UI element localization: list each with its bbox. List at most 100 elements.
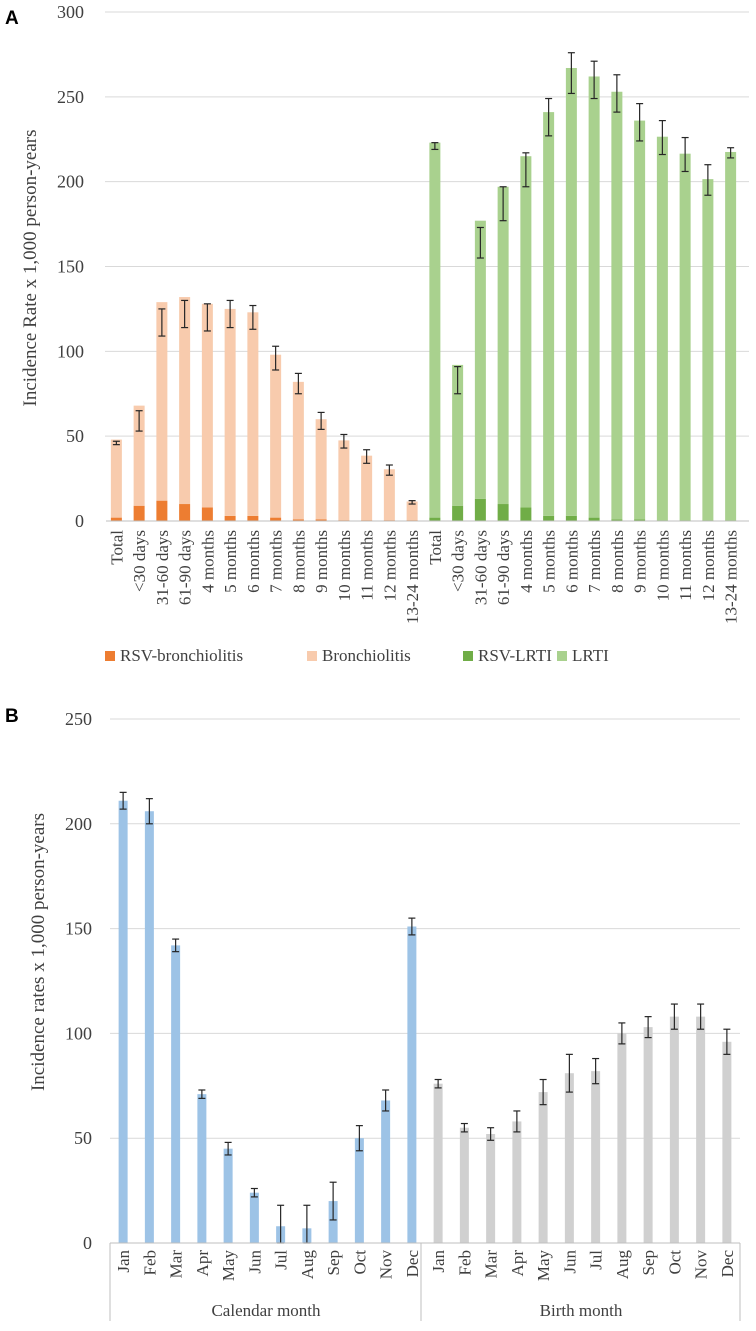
bar-lrti-61-90-days [497, 186, 509, 505]
panel-b-group-label-birth-month: Birth month [540, 1301, 623, 1320]
error-bar-calendar-month-jun [250, 1187, 258, 1198]
bar-birth-month-sep [643, 1027, 653, 1243]
panel-b-x-tick-label: Oct [665, 1250, 684, 1275]
panel-b-x-tick-label: Dec [403, 1250, 422, 1278]
panel-a-x-tick-labels: Total <30 days 31-60 days 61-90 days 4 month… [107, 530, 740, 624]
panel-a-x-tick-label: 10 months [653, 530, 672, 601]
panel-a-legend: RSV-bronchiolitis Bronchiolitis RSV-LRTI… [105, 646, 609, 665]
panel-b-x-tick-label: Jun [245, 1250, 264, 1274]
panel-a-x-tick-label: 4 months [198, 530, 217, 593]
bar-calendar-month-feb [144, 811, 154, 1243]
bar-rsv-lrti-8-months [611, 519, 623, 521]
bar-bronchiolitis-61-90-days [179, 297, 191, 505]
panel-a-x-tick-label: 4 months [517, 530, 536, 593]
bar-birth-month-jan [433, 1083, 443, 1243]
panel-a-x-tick-label: 7 months [585, 530, 604, 593]
panel-a-x-tick-label: 9 months [631, 530, 650, 593]
panel-a-x-tick-label: 8 months [289, 530, 308, 593]
bar-lrti-5-months [543, 112, 555, 516]
bar-birth-month-feb [459, 1127, 469, 1243]
bar-bronchiolitis-total [110, 439, 122, 518]
bar-birth-month-nov [696, 1016, 706, 1243]
bar-lrti-total [429, 142, 441, 518]
legend-swatch-rsv-lrti [463, 651, 473, 661]
bar-calendar-month-sep [328, 1201, 338, 1243]
bar-bronchiolitis-6-months [247, 312, 259, 516]
bar-rsv-lrti-total [429, 517, 441, 521]
error-bar-bronchiolitis-5-months [226, 299, 234, 329]
panel-a-bars [110, 67, 737, 521]
error-bar-calendar-month-jan [119, 791, 127, 810]
bar-bronchiolitis-10-months [338, 440, 350, 521]
panel-b-x-tick-label: Jun [560, 1250, 579, 1274]
error-bar-birth-month-jun [565, 1053, 573, 1093]
panel-a-x-tick-label: 5 months [221, 530, 240, 593]
error-bar-birth-month-apr [513, 1110, 521, 1133]
error-bar-birth-month-nov [697, 1003, 705, 1030]
bar-rsv-lrti-4-months [520, 507, 532, 521]
panel-b-x-tick-label: Feb [455, 1250, 474, 1276]
panel-b-x-tick-label: Mar [482, 1250, 501, 1279]
bar-rsv-bronchiolitis-61-90-days [179, 504, 191, 521]
bar-bronchiolitis-30-days [133, 405, 145, 506]
error-bar-lrti-30-days [454, 366, 462, 395]
bar-birth-month-oct [669, 1016, 679, 1243]
bar-calendar-month-mar [171, 945, 181, 1243]
error-bar-birth-month-feb [460, 1122, 468, 1133]
error-bar-bronchiolitis-31-60-days [158, 308, 166, 337]
panel-a-x-tick-label: 11 months [358, 530, 377, 601]
panel-a-y-tick-label: 100 [57, 341, 84, 361]
panel-b-x-tick-labels: Jan Feb Mar Apr May Jun Jul Aug Sep Oct Nov Dec Jan F… [114, 1250, 737, 1282]
bar-rsv-bronchiolitis-8-months [292, 519, 304, 521]
error-bar-lrti-8-months [613, 74, 621, 113]
bar-bronchiolitis-5-months [224, 308, 236, 516]
error-bar-bronchiolitis-13-24-months [408, 500, 416, 505]
panel-b-y-ticks: 0 50 100 150 200 250 [65, 709, 92, 1253]
panel-a-x-tick-label: Total [426, 530, 445, 565]
error-bar-calendar-month-feb [145, 798, 153, 825]
legend-swatch-lrti [557, 651, 567, 661]
bar-birth-month-jul [591, 1071, 601, 1243]
bar-lrti-7-months [588, 76, 600, 518]
bar-rsv-bronchiolitis-total [110, 517, 122, 521]
panel-a-x-tick-label: 13-24 months [403, 530, 422, 624]
bar-rsv-bronchiolitis-4-months [201, 507, 213, 521]
bar-rsv-lrti-31-60-days [474, 498, 486, 521]
bar-rsv-bronchiolitis-6-months [247, 515, 259, 521]
bar-rsv-lrti-7-months [588, 517, 600, 521]
bar-lrti-30-days [452, 364, 464, 506]
bar-calendar-month-dec [407, 926, 417, 1243]
bar-birth-month-aug [617, 1033, 627, 1243]
panel-a-x-tick-label: 7 months [267, 530, 286, 593]
bar-birth-month-mar [486, 1134, 496, 1243]
bar-lrti-6-months [565, 67, 577, 516]
error-bar-birth-month-oct [670, 1003, 678, 1030]
panel-b-x-tick-label: Jul [587, 1250, 606, 1270]
bar-calendar-month-oct [354, 1138, 364, 1243]
panel-a-x-tick-label: Total [107, 530, 126, 565]
panel-b-y-axis-label: Incidence rates x 1,000 person-years [28, 813, 49, 1091]
error-bar-lrti-5-months [545, 97, 553, 137]
bar-rsv-bronchiolitis-5-months [224, 515, 236, 521]
panel-a-y-tick-label: 250 [57, 87, 84, 107]
panel-a-x-tick-label: 12 months [380, 530, 399, 601]
error-bar-lrti-10-months [658, 119, 666, 156]
bar-calendar-month-may [223, 1148, 233, 1243]
panel-b-x-tick-label: Mar [167, 1250, 186, 1279]
bar-lrti-9-months [634, 120, 646, 520]
error-bar-calendar-month-nov [382, 1089, 390, 1112]
error-bar-calendar-month-may [224, 1141, 232, 1156]
bar-rsv-bronchiolitis-9-months [315, 519, 327, 521]
error-bar-lrti-61-90-days [499, 186, 507, 222]
error-bar-bronchiolitis-30-days [135, 410, 143, 432]
legend-label-bronchiolitis: Bronchiolitis [322, 646, 411, 665]
error-bar-calendar-month-apr [198, 1089, 206, 1099]
panel-b-x-tick-label: Nov [692, 1250, 711, 1280]
panel-a-x-tick-label: 10 months [335, 530, 354, 601]
error-bar-birth-month-dec [723, 1028, 731, 1055]
error-bar-lrti-total [431, 142, 439, 151]
panel-b-y-tick-label: 150 [65, 919, 92, 939]
panel-a-gridlines [105, 11, 749, 437]
error-bar-birth-month-sep [644, 1016, 652, 1039]
panel-a-x-tick-label: <30 days [449, 530, 468, 592]
